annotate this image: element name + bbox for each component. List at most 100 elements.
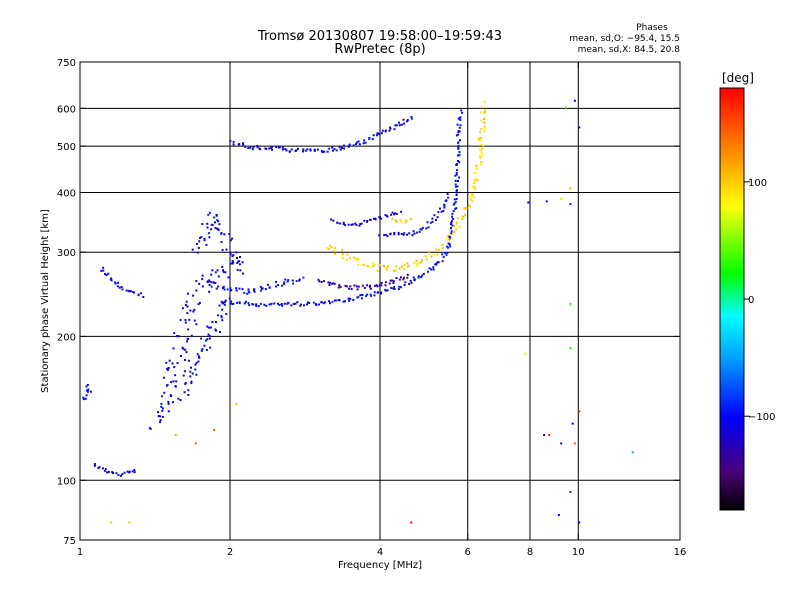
x-tick-label: 8: [527, 547, 533, 558]
data-point: [308, 302, 311, 304]
data-point: [198, 240, 201, 243]
data-point: [328, 300, 331, 303]
data-point: [242, 144, 245, 146]
data-point: [384, 214, 387, 217]
data-point: [470, 195, 473, 198]
data-point: [426, 221, 429, 224]
data-point: [417, 275, 420, 278]
data-point: [238, 301, 241, 304]
data-point: [90, 390, 92, 393]
data-point: [189, 375, 192, 378]
data-point: [462, 215, 465, 218]
data-point: [224, 299, 227, 302]
data-point: [229, 253, 232, 256]
data-point: [328, 284, 331, 286]
data-point: [358, 143, 361, 146]
data-point: [458, 126, 461, 129]
data-point: [458, 161, 461, 164]
data-point: [478, 154, 481, 157]
data-point: [116, 285, 119, 288]
data-point: [406, 276, 409, 279]
data-point: [163, 391, 166, 394]
data-point: [229, 287, 232, 290]
data-point: [159, 421, 161, 424]
data-point: [446, 251, 449, 254]
data-point: [196, 251, 199, 254]
data-point: [190, 380, 193, 383]
data-point: [231, 260, 234, 263]
data-point: [236, 301, 238, 304]
data-point: [412, 276, 415, 279]
data-point: [444, 252, 447, 254]
data-point: [470, 193, 473, 196]
data-point: [361, 284, 364, 287]
data-point: [378, 284, 381, 287]
data-point: [214, 221, 216, 224]
data-point: [230, 302, 233, 305]
data-point: [373, 294, 376, 297]
data-point: [349, 285, 352, 288]
data-point: [208, 211, 211, 214]
data-point: [483, 127, 486, 130]
data-point: [249, 146, 252, 149]
data-point: [560, 442, 563, 445]
data-point: [192, 310, 195, 313]
grid-lines: [80, 62, 680, 540]
data-point: [223, 301, 226, 303]
data-point: [432, 266, 435, 269]
data-point: [483, 111, 485, 114]
data-point: [213, 282, 216, 284]
data-point: [236, 257, 238, 259]
data-point: [351, 223, 354, 226]
data-point: [291, 279, 294, 282]
data-point: [84, 397, 87, 400]
data-point: [93, 464, 96, 467]
data-point: [125, 289, 128, 292]
data-point: [455, 191, 458, 194]
data-point: [333, 148, 336, 151]
data-point: [435, 219, 437, 221]
data-point: [196, 353, 199, 356]
data-point: [320, 150, 323, 153]
data-point: [464, 206, 467, 209]
data-point: [251, 148, 254, 151]
data-point: [161, 415, 164, 418]
data-point: [386, 289, 389, 292]
data-point: [201, 348, 204, 351]
data-point: [449, 223, 452, 226]
data-point: [395, 124, 398, 127]
data-point: [459, 124, 462, 127]
data-point: [215, 213, 218, 216]
data-point: [395, 277, 398, 279]
data-point: [578, 410, 581, 413]
data-point: [214, 328, 217, 331]
data-point: [449, 245, 452, 248]
data-point: [167, 402, 170, 405]
data-point: [363, 286, 366, 289]
data-point: [374, 218, 377, 221]
data-point: [186, 340, 189, 343]
data-point: [237, 260, 240, 263]
data-point: [271, 148, 274, 151]
data-point: [457, 133, 460, 136]
data-point: [448, 235, 450, 238]
data-point: [140, 292, 143, 295]
data-point: [369, 287, 372, 290]
data-point: [354, 222, 357, 225]
data-point: [189, 309, 192, 312]
data-point: [360, 222, 363, 225]
data-point: [385, 233, 388, 236]
data-point: [341, 253, 344, 256]
data-point: [128, 290, 131, 293]
data-point: [424, 255, 427, 258]
data-point: [394, 219, 397, 222]
data-point: [404, 281, 407, 284]
data-point: [323, 150, 326, 153]
data-point: [391, 217, 394, 220]
data-point: [459, 139, 461, 142]
data-point: [394, 212, 397, 215]
data-point: [364, 141, 367, 144]
data-point: [428, 267, 431, 270]
data-point: [330, 246, 333, 249]
data-point: [419, 261, 422, 264]
